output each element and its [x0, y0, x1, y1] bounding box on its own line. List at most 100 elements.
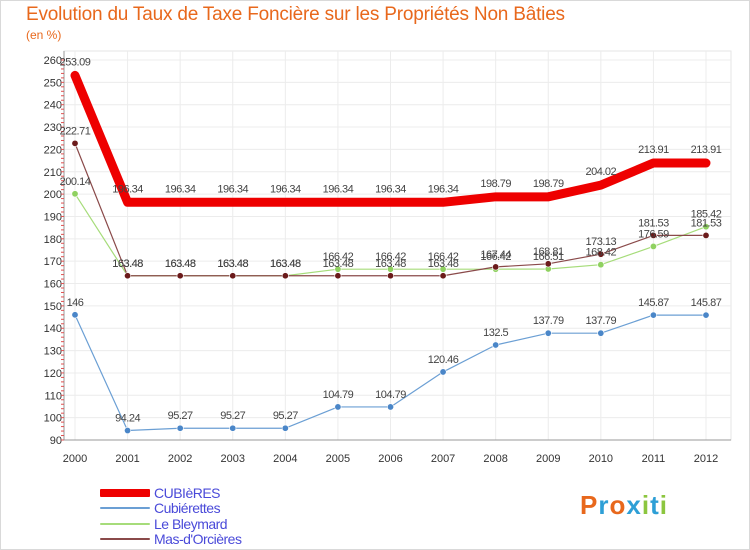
legend-label: Cubiérettes [154, 500, 221, 517]
y-tick-label: 160 [44, 279, 62, 291]
y-tick-label: 210 [44, 167, 62, 179]
data-point [439, 272, 447, 280]
data-label: 166.42 [480, 251, 511, 263]
data-label: 163.48 [270, 258, 301, 270]
y-tick-label: 240 [44, 100, 62, 112]
data-label: 196.34 [270, 183, 301, 195]
data-label: 137.79 [533, 315, 564, 327]
y-tick-label: 110 [44, 390, 62, 402]
data-label: 163.48 [270, 258, 301, 270]
plot-area [63, 50, 732, 441]
logo-letter: x [626, 490, 642, 520]
data-label: 120.46 [428, 354, 459, 366]
data-label: 104.79 [323, 389, 354, 401]
data-label: 132.5 [483, 327, 508, 339]
data-label: 145.87 [638, 297, 669, 309]
legend-item: CUBIèRES [100, 485, 241, 501]
data-point [439, 368, 447, 376]
legend-swatch [100, 507, 150, 510]
x-tick-label: 2011 [642, 453, 666, 465]
x-tick-label: 2002 [168, 453, 192, 465]
x-tick-label: 2006 [378, 453, 402, 465]
legend-swatch [100, 522, 150, 525]
chart-title: Evolution du Taux de Taxe Foncière sur l… [26, 4, 565, 25]
x-tick-label: 2001 [115, 453, 139, 465]
data-label: 146 [67, 297, 84, 309]
data-label: 94.24 [115, 413, 140, 425]
data-label: 196.34 [165, 183, 196, 195]
data-label: 166.42 [428, 251, 459, 263]
logo-letter: i [659, 490, 668, 520]
data-label: 166.42 [375, 251, 406, 263]
y-tick-label: 190 [44, 211, 62, 223]
data-label: 198.79 [480, 178, 511, 190]
data-point [334, 403, 342, 411]
data-label: 104.79 [375, 389, 406, 401]
data-point [544, 329, 552, 337]
data-label: 181.53 [691, 217, 722, 229]
data-label: 213.91 [638, 144, 669, 156]
y-tick-label: 100 [44, 413, 62, 425]
data-point [229, 424, 237, 432]
data-label: 173.13 [586, 236, 617, 248]
data-label: 163.48 [375, 258, 406, 270]
data-label: 185.42 [691, 209, 722, 221]
data-label: 95.27 [220, 410, 245, 422]
x-tick-label: 2009 [536, 453, 560, 465]
data-label: 163.48 [323, 258, 354, 270]
data-label: 163.48 [217, 258, 248, 270]
data-label: 163.48 [217, 258, 248, 270]
data-point [71, 190, 79, 198]
logo-letter: r [598, 490, 610, 520]
data-point [124, 427, 132, 435]
y-tick-label: 180 [44, 234, 62, 246]
data-label: 198.79 [533, 178, 564, 190]
data-point [124, 272, 132, 280]
x-tick-label: 2008 [483, 453, 507, 465]
y-tick-label: 200 [44, 189, 62, 201]
data-label: 145.87 [691, 297, 722, 309]
logo-letter: o [609, 490, 627, 520]
data-label: 222.71 [60, 125, 91, 137]
data-label: 196.34 [375, 183, 406, 195]
data-label: 168.81 [533, 246, 564, 258]
data-point [702, 311, 710, 319]
data-label: 168.42 [586, 247, 617, 259]
data-point [334, 272, 342, 280]
series-line-0 [70, 70, 711, 207]
data-label: 204.02 [586, 166, 617, 178]
data-label: 196.34 [323, 183, 354, 195]
x-tick-label: 2005 [326, 453, 350, 465]
data-label: 253.09 [60, 56, 91, 68]
x-tick-label: 2007 [431, 453, 455, 465]
data-label: 137.79 [586, 315, 617, 327]
data-point [71, 311, 79, 319]
data-point [702, 223, 710, 231]
y-tick-label: 250 [44, 77, 62, 89]
x-tick-label: 2004 [273, 453, 297, 465]
data-label: 166.42 [323, 251, 354, 263]
data-label: 176.59 [638, 228, 669, 240]
logo-letter: i [641, 490, 651, 520]
data-label: 163.48 [112, 258, 143, 270]
data-label: 166.51 [533, 251, 564, 263]
legend-item: Le Bleymard [100, 516, 241, 532]
data-label: 200.14 [60, 176, 91, 188]
data-label: 167.44 [480, 249, 511, 261]
legend-swatch [100, 538, 150, 541]
y-tick-label: 220 [44, 144, 62, 156]
chart-subtitle: (en %) [26, 28, 62, 42]
y-tick-label: 150 [44, 301, 62, 313]
x-tick-label: 2010 [589, 453, 613, 465]
logo-letter: t [650, 490, 660, 520]
data-label: 213.91 [691, 144, 722, 156]
data-point [544, 260, 552, 268]
data-point [176, 272, 184, 280]
data-point [597, 250, 605, 258]
y-tick-label: 120 [44, 368, 62, 380]
data-point [597, 329, 605, 337]
proxiti-logo: Proxiti [580, 490, 668, 521]
x-tick-label: 2012 [694, 453, 718, 465]
y-tick-label: 170 [44, 256, 62, 268]
